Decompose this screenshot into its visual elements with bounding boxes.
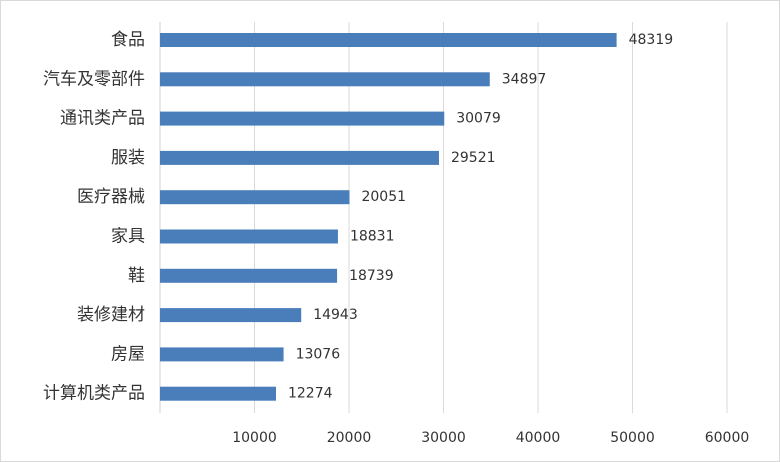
y-tick-label: 食品: [111, 30, 145, 50]
y-tick-label: 汽车及零部件: [43, 69, 145, 89]
bar: [160, 268, 338, 283]
y-tick-label: 家具: [111, 227, 145, 247]
y-tick-label: 计算机类产品: [43, 384, 145, 404]
x-tick-label: 30000: [421, 430, 466, 446]
value-label: 30079: [456, 111, 501, 127]
value-label: 29521: [451, 150, 496, 166]
x-tick-label: 50000: [610, 430, 655, 446]
x-tick-label: 60000: [705, 430, 750, 446]
x-tick-label: 40000: [516, 430, 561, 446]
value-label: 14943: [313, 307, 358, 323]
value-label: 48319: [629, 32, 674, 48]
bar: [160, 33, 617, 47]
value-label: 12274: [288, 386, 333, 402]
bar: [160, 190, 350, 205]
y-tick-label: 医疗器械: [77, 187, 145, 207]
value-label: 20051: [361, 189, 406, 205]
x-tick-label: 20000: [327, 430, 372, 446]
y-tick-label: 通讯类产品: [60, 109, 145, 129]
value-label: 34897: [502, 71, 547, 87]
y-tick-label: 装修建材: [77, 305, 145, 325]
value-label: 18739: [349, 268, 394, 284]
x-tick-label: 10000: [232, 430, 277, 446]
bar: [160, 72, 490, 87]
bar: [160, 229, 338, 244]
bar: [160, 150, 439, 165]
bar: [160, 111, 445, 126]
value-label: 13076: [296, 346, 341, 362]
bar: [160, 308, 302, 323]
value-label: 18831: [350, 229, 395, 245]
y-tick-label: 服装: [111, 148, 145, 168]
bar: [160, 347, 284, 362]
y-tick-label: 房屋: [111, 344, 145, 364]
bar: [160, 386, 276, 401]
y-tick-label: 鞋: [128, 266, 145, 286]
